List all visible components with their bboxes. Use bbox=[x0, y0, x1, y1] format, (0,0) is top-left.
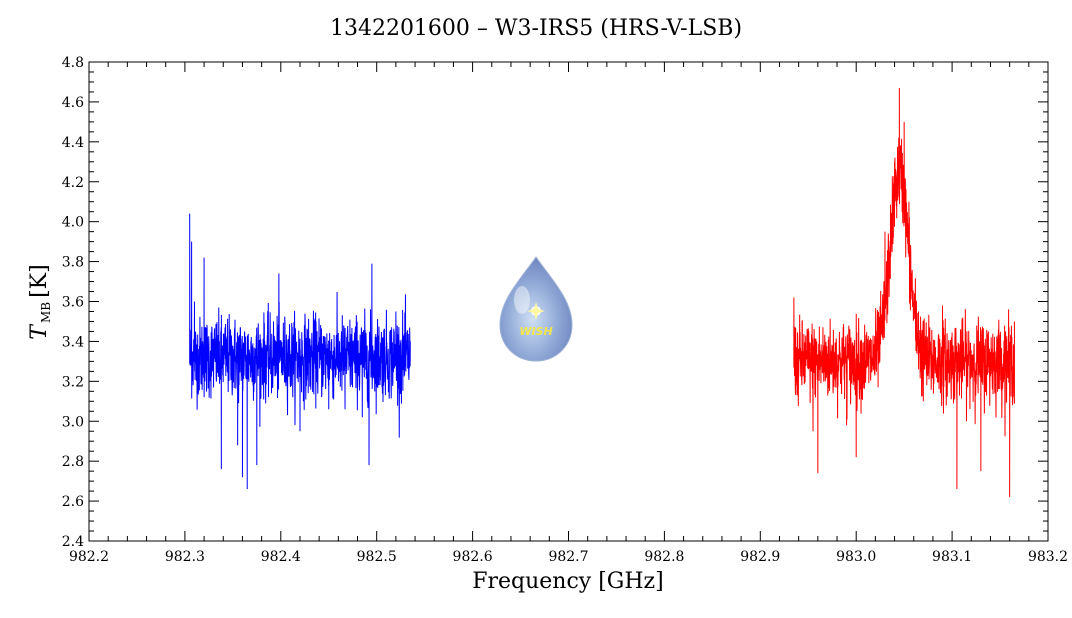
y-axis-label-unit: [K] bbox=[27, 264, 52, 298]
y-tick-label: 3.0 bbox=[62, 414, 84, 430]
x-tick-label: 982.9 bbox=[740, 549, 780, 565]
x-axis-label: Frequency [GHz] bbox=[472, 569, 664, 594]
y-axis-label-subscript: MB bbox=[39, 302, 53, 323]
x-tick-label: 983.1 bbox=[932, 549, 972, 565]
y-tick-label: 3.2 bbox=[62, 374, 84, 390]
chart-title: 1342201600 – W3-IRS5 (HRS-V-LSB) bbox=[329, 16, 743, 41]
y-tick-label: 3.4 bbox=[62, 334, 84, 350]
y-tick-label: 4.0 bbox=[62, 215, 84, 231]
x-tick-label: 982.3 bbox=[165, 549, 205, 565]
y-axis-label-symbol: T bbox=[27, 323, 52, 340]
y-tick-label: 2.8 bbox=[62, 454, 84, 470]
logo-text: WISH bbox=[519, 325, 552, 338]
y-tick-label: 3.8 bbox=[62, 255, 84, 271]
y-tick-label: 4.2 bbox=[62, 175, 84, 191]
wish-logo: WISH bbox=[499, 256, 573, 362]
y-tick-label: 4.8 bbox=[62, 55, 84, 71]
x-tick-label: 983.0 bbox=[836, 549, 876, 565]
x-tick-label: 982.4 bbox=[261, 549, 301, 565]
x-tick-label: 982.2 bbox=[69, 549, 109, 565]
x-tick-label: 983.2 bbox=[1028, 549, 1068, 565]
y-axis-label: TMB [K] bbox=[27, 264, 53, 339]
y-tick-label: 2.4 bbox=[62, 534, 84, 550]
y-tick-label: 3.6 bbox=[62, 295, 84, 311]
series-line-1 bbox=[793, 87, 1015, 498]
x-tick-label: 982.6 bbox=[453, 549, 493, 565]
y-tick-label: 4.4 bbox=[62, 135, 84, 151]
axes-layer: 982.2 982.3 982.4 982.5 982.6 982.7 982.8 982.9… bbox=[62, 55, 1068, 565]
x-tick-label: 982.5 bbox=[357, 549, 397, 565]
series-layer bbox=[189, 87, 1015, 498]
x-tick-label: 982.7 bbox=[548, 549, 588, 565]
x-tick-label: 982.8 bbox=[644, 549, 684, 565]
y-tick-label: 4.6 bbox=[62, 95, 84, 111]
y-tick-label: 2.6 bbox=[62, 494, 84, 510]
series-line-0 bbox=[189, 213, 411, 490]
